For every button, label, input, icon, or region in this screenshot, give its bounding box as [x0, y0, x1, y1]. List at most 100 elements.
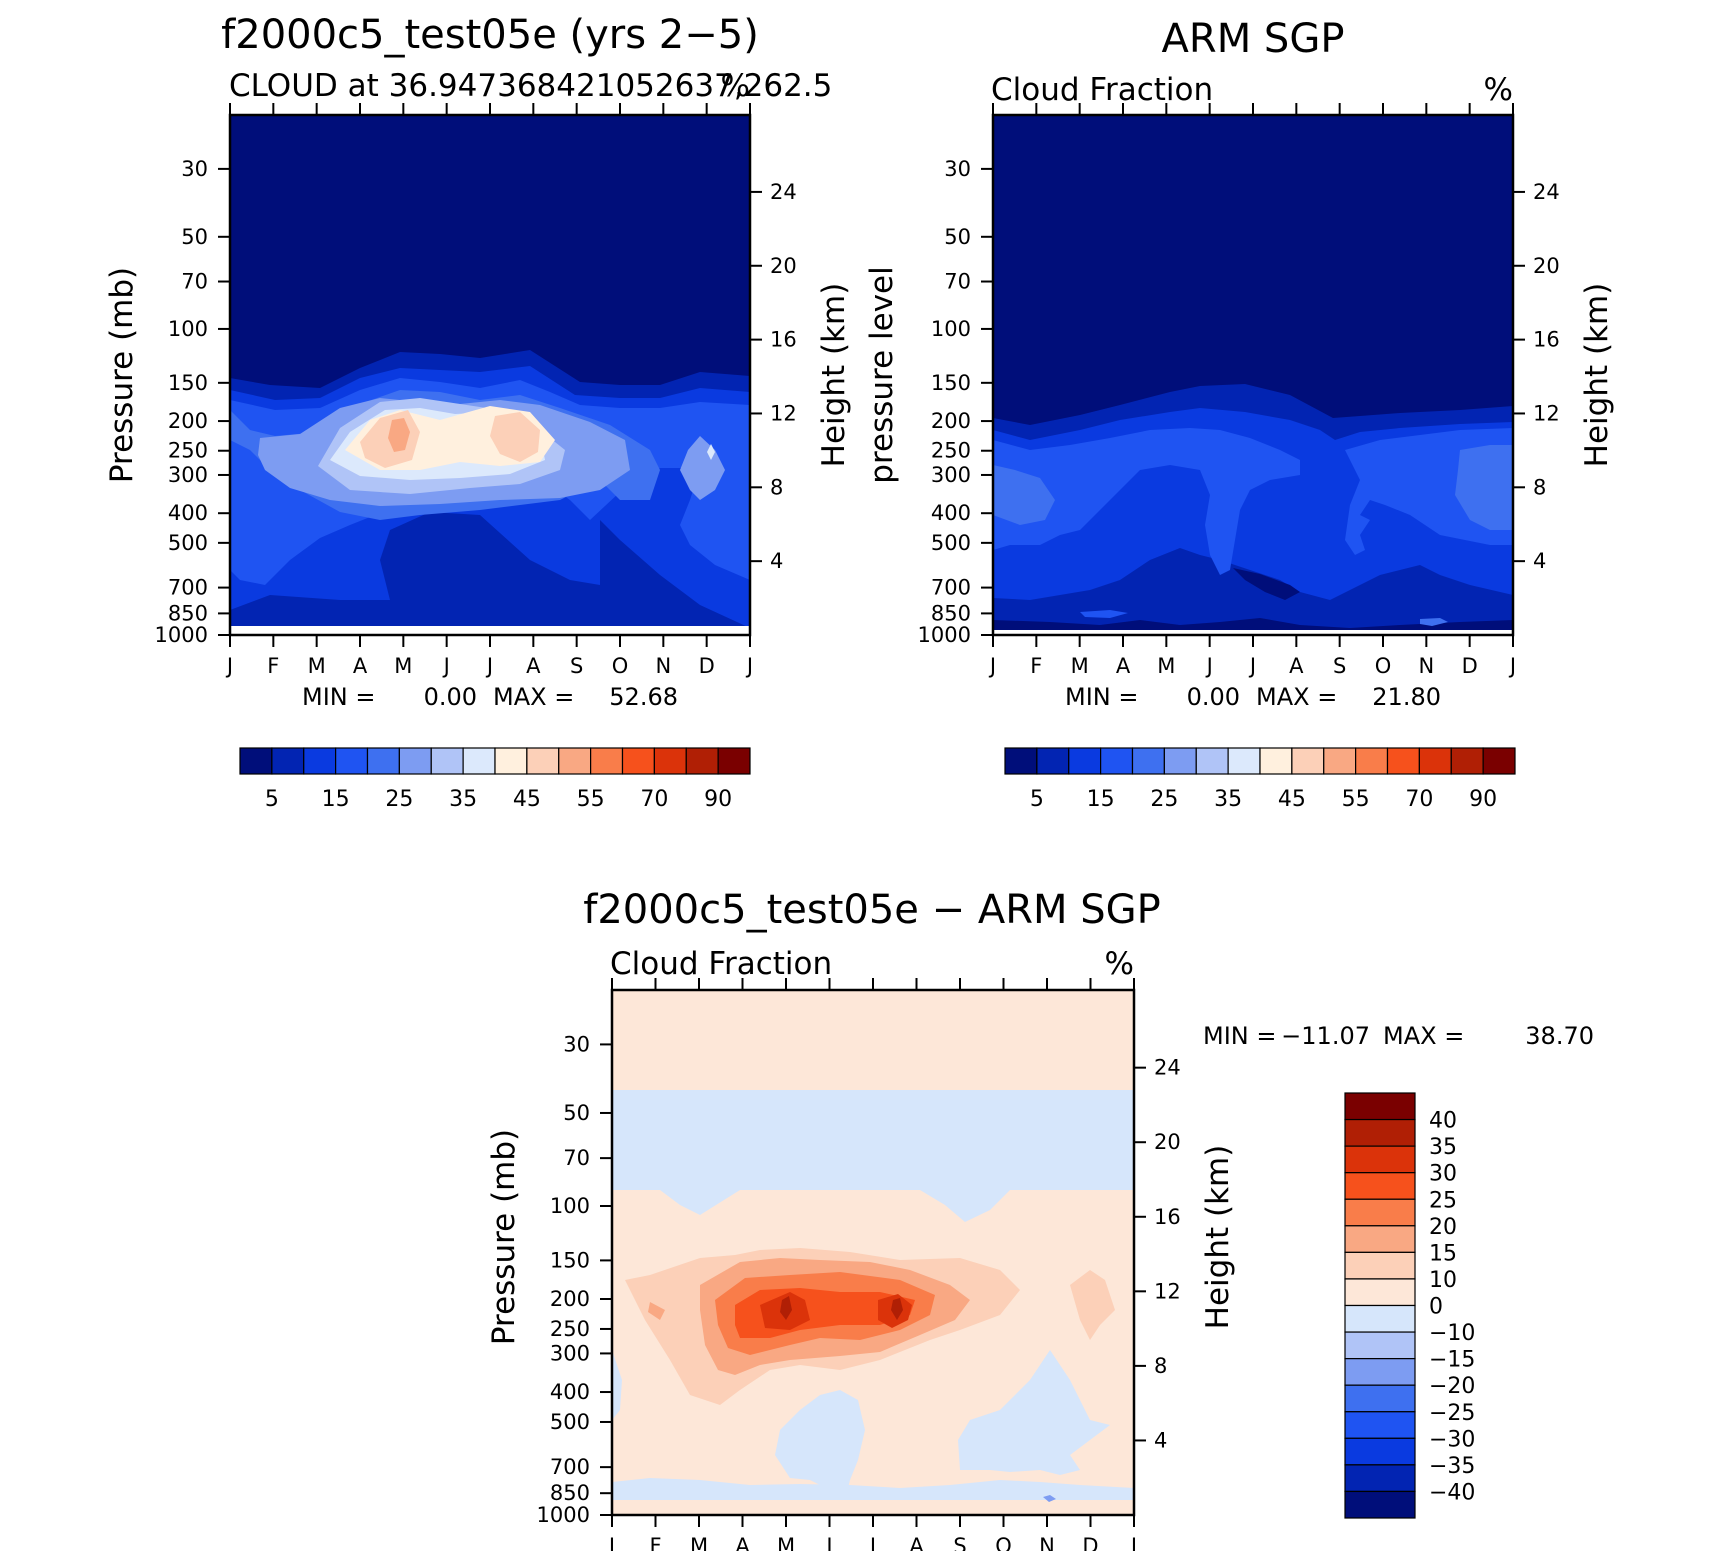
colorbar-label: 40 — [1429, 1109, 1457, 1134]
x-tick-label: F — [267, 654, 279, 678]
x-tick-label: J — [485, 654, 493, 678]
x-tick-label: S — [570, 654, 583, 678]
y-tick-label: 400 — [550, 1380, 590, 1404]
x-tick-label: J — [988, 654, 996, 678]
colorbar-swatch — [1344, 1145, 1416, 1174]
panel3-peak-aug — [891, 1298, 903, 1320]
colorbar-swatch — [1344, 1304, 1416, 1333]
x-tick-label: N — [1418, 654, 1434, 678]
colorbar-swatch — [1355, 747, 1389, 775]
y-right-tick-label: 4 — [1533, 549, 1546, 573]
colorbar-swatch — [494, 747, 528, 775]
colorbar-swatch — [1344, 1437, 1416, 1466]
panel1-title: f2000c5_test05e (yrs 2−5) — [221, 12, 759, 58]
colorbar-label: −35 — [1429, 1454, 1475, 1479]
panel2-subtitle: Cloud Fraction — [991, 72, 1213, 108]
colorbar-swatch — [398, 747, 432, 775]
panel3-contour-field — [612, 990, 1134, 1515]
x-tick-label: J — [1129, 1534, 1137, 1551]
colorbar-label: 35 — [1429, 1135, 1457, 1160]
y-right-tick-label: 12 — [1533, 401, 1560, 425]
x-tick-label: S — [953, 1534, 966, 1551]
y-right-tick-label: 16 — [770, 328, 797, 352]
panel1-ylabel: Pressure (mb) — [104, 267, 140, 483]
colorbar-swatch — [1344, 1490, 1416, 1519]
y-tick-label: 30 — [944, 157, 971, 181]
panel3-peak-may — [780, 1296, 792, 1320]
x-tick-label: J — [225, 654, 233, 678]
colorbar-label: 90 — [1469, 787, 1497, 812]
panel1-max-value: 52.68 — [609, 683, 678, 711]
y-tick-label: 200 — [168, 409, 208, 433]
colorbar-label: 20 — [1429, 1215, 1457, 1240]
colorbar-swatch — [1344, 1092, 1416, 1121]
panel3-max-label: MAX = — [1383, 1022, 1464, 1050]
panel3-band-10-15-dec — [1070, 1270, 1115, 1340]
x-tick-label: O — [1375, 654, 1392, 678]
colorbar-swatch — [1450, 747, 1484, 775]
y-right-tick-label: 20 — [1154, 1130, 1181, 1154]
colorbar-swatch — [1418, 747, 1452, 775]
colorbar-swatch — [1344, 1464, 1416, 1493]
panel2-contour-field — [993, 115, 1513, 635]
colorbar-label: 35 — [1214, 787, 1242, 812]
y-right-tick-label: 20 — [1533, 254, 1560, 278]
y-tick-label: 1000 — [918, 623, 971, 647]
colorbar-swatch — [1227, 747, 1261, 775]
colorbar-label: 15 — [322, 787, 350, 812]
y-right-tick-label: 4 — [1154, 1428, 1167, 1452]
panel2-max-value: 21.80 — [1372, 683, 1441, 711]
y-right-tick-label: 12 — [1154, 1279, 1181, 1303]
panel2-title: ARM SGP — [1162, 16, 1345, 62]
colorbar-label: 30 — [1429, 1162, 1457, 1187]
x-tick-label: J — [442, 654, 450, 678]
y-tick-label: 1000 — [537, 1503, 590, 1527]
colorbar-swatch — [1291, 747, 1325, 775]
panel3-max-value: 38.70 — [1525, 1022, 1594, 1050]
panel3-units: % — [1105, 946, 1134, 982]
panel3-subtitle: Cloud Fraction — [610, 946, 832, 982]
y-tick-label: 70 — [563, 1146, 590, 1170]
y-right-tick-label: 8 — [1154, 1354, 1167, 1378]
panel3-spot-feb — [648, 1302, 665, 1320]
y-tick-label: 1000 — [155, 623, 208, 647]
x-tick-label: A — [526, 654, 541, 678]
panel2-spot-feb — [1080, 610, 1128, 618]
colorbar-swatch — [1344, 1411, 1416, 1439]
colorbar-swatch — [685, 747, 719, 775]
colorbar-swatch — [1344, 1172, 1416, 1200]
colorbar-label: −30 — [1429, 1427, 1475, 1452]
panel1-surface-gap — [230, 626, 750, 635]
colorbar-label: −20 — [1429, 1374, 1475, 1399]
panel3-spot-nov — [1043, 1495, 1056, 1502]
y-tick-label: 70 — [944, 270, 971, 294]
y-right-tick-label: 24 — [1533, 180, 1560, 204]
panel2-band-15-20 — [993, 428, 1300, 575]
colorbar-swatch — [1195, 747, 1229, 775]
panel-obs: ARM SGP Cloud Fraction % J F M A M J J A S O N D J 30… — [864, 16, 1615, 812]
colorbar-label: −15 — [1429, 1348, 1475, 1373]
y-tick-label: 700 — [550, 1455, 590, 1479]
panel3-min-value: −11.07 — [1281, 1022, 1370, 1050]
colorbar-label: 35 — [449, 787, 477, 812]
x-tick-label: O — [612, 654, 629, 678]
x-tick-label: A — [735, 1534, 750, 1551]
y-right-tick-label: 16 — [1533, 328, 1560, 352]
panel3-band-neg-surface — [612, 1478, 1134, 1500]
y-tick-label: 50 — [944, 225, 971, 249]
colorbar-swatch — [1344, 1225, 1416, 1253]
colorbar-swatch — [1163, 747, 1197, 775]
colorbar-swatch — [1344, 1251, 1416, 1280]
x-tick-label: A — [353, 654, 368, 678]
y-right-tick-label: 16 — [1154, 1205, 1181, 1229]
x-tick-label: M — [394, 654, 412, 678]
y-tick-label: 850 — [931, 601, 971, 625]
y-tick-label: 250 — [550, 1317, 590, 1341]
colorbar-swatch — [430, 747, 464, 775]
y-right-tick-label: 4 — [770, 549, 783, 573]
colorbar-swatch — [1323, 747, 1357, 775]
x-tick-label: J — [607, 1534, 615, 1551]
panel3-ylabel-right: Height (km) — [1200, 1145, 1236, 1330]
